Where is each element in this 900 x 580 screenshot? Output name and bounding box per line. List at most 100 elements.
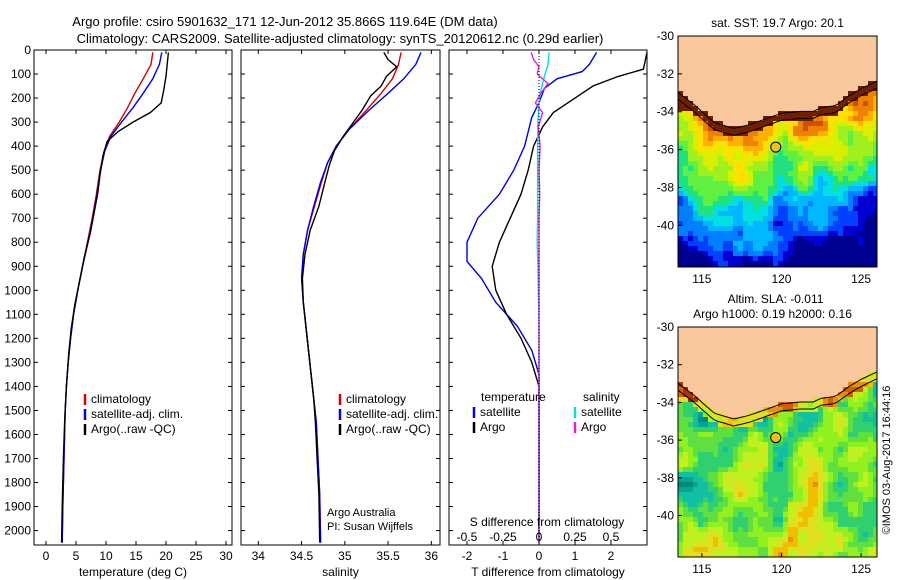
heatmap-cell bbox=[718, 522, 723, 527]
heatmap-cell bbox=[693, 377, 698, 382]
heatmap-cell bbox=[718, 131, 723, 136]
heatmap-cell bbox=[758, 41, 763, 46]
heatmap-cell bbox=[828, 342, 833, 347]
heatmap-cell bbox=[723, 497, 728, 502]
heatmap-cell bbox=[833, 81, 838, 86]
heatmap-cell bbox=[683, 512, 688, 517]
heatmap-cell bbox=[683, 367, 688, 372]
heatmap-cell bbox=[848, 387, 853, 392]
heatmap-cell bbox=[823, 61, 828, 66]
heatmap-cell bbox=[788, 532, 793, 537]
heatmap-cell bbox=[753, 251, 758, 256]
heatmap-cell bbox=[798, 387, 803, 392]
heatmap-cell bbox=[803, 342, 808, 347]
heatmap-cell bbox=[823, 342, 828, 347]
heatmap-cell bbox=[793, 166, 798, 171]
heatmap-cell bbox=[773, 427, 778, 432]
heatmap-cell bbox=[738, 362, 743, 367]
heatmap-cell bbox=[693, 457, 698, 462]
heatmap-cell bbox=[763, 542, 768, 547]
x-axis-label: temperature (deg C) bbox=[79, 565, 187, 579]
heatmap-cell bbox=[738, 397, 743, 402]
heatmap-cell bbox=[723, 116, 728, 121]
heatmap-cell bbox=[713, 507, 718, 512]
y-tick-label: -36 bbox=[657, 143, 675, 157]
heatmap-cell bbox=[843, 532, 848, 537]
heatmap-cell bbox=[858, 66, 863, 71]
heatmap-cell bbox=[678, 191, 683, 196]
heatmap-cell bbox=[798, 392, 803, 397]
heatmap-cell bbox=[733, 347, 738, 352]
heatmap-cell bbox=[763, 206, 768, 211]
heatmap-cell bbox=[678, 337, 683, 342]
heatmap-cell bbox=[868, 487, 873, 492]
heatmap-cell bbox=[758, 387, 763, 392]
heatmap-cell bbox=[713, 472, 718, 477]
heatmap-cell bbox=[763, 261, 768, 266]
heatmap-cell bbox=[813, 532, 818, 537]
heatmap-cell bbox=[793, 482, 798, 487]
heatmap-cell bbox=[873, 382, 877, 387]
heatmap-cell bbox=[723, 537, 728, 542]
heatmap-cell bbox=[703, 226, 708, 231]
heatmap-cell bbox=[818, 497, 823, 502]
heatmap-cell bbox=[778, 56, 783, 61]
heatmap-cell bbox=[838, 206, 843, 211]
heatmap-cell bbox=[793, 226, 798, 231]
heatmap-cell bbox=[718, 432, 723, 437]
legend-label: satellite bbox=[480, 405, 521, 419]
heatmap-cell bbox=[768, 332, 773, 337]
heatmap-cell bbox=[853, 66, 858, 71]
heatmap-cell bbox=[698, 186, 703, 191]
heatmap-cell bbox=[778, 171, 783, 176]
heatmap-cell bbox=[773, 81, 778, 86]
heatmap-cell bbox=[738, 246, 743, 251]
heatmap-cell bbox=[873, 477, 877, 482]
heatmap-cell bbox=[868, 156, 873, 161]
heatmap-cell bbox=[783, 61, 788, 66]
heatmap-cell bbox=[798, 482, 803, 487]
heatmap-cell bbox=[758, 447, 763, 452]
heatmap-cell bbox=[728, 452, 733, 457]
heatmap-cell bbox=[873, 211, 877, 216]
heatmap-cell bbox=[813, 126, 818, 131]
heatmap-cell bbox=[773, 417, 778, 422]
heatmap-cell bbox=[838, 332, 843, 337]
x-tick-label: 0 bbox=[43, 549, 50, 563]
x-tick-label: 35 bbox=[338, 549, 352, 563]
heatmap-cell bbox=[868, 96, 873, 101]
heatmap-cell bbox=[758, 417, 763, 422]
heatmap-cell bbox=[848, 136, 853, 141]
heatmap-cell bbox=[783, 467, 788, 472]
heatmap-cell bbox=[758, 547, 763, 552]
heatmap-cell bbox=[863, 246, 868, 251]
heatmap-cell bbox=[783, 502, 788, 507]
heatmap-cell bbox=[773, 357, 778, 362]
heatmap-cell bbox=[683, 332, 688, 337]
heatmap-cell bbox=[858, 447, 863, 452]
heatmap-cell bbox=[818, 342, 823, 347]
heatmap-cell bbox=[848, 407, 853, 412]
heatmap-cell bbox=[803, 156, 808, 161]
heatmap-cell bbox=[783, 487, 788, 492]
heatmap-cell bbox=[783, 156, 788, 161]
heatmap-cell bbox=[758, 131, 763, 136]
heatmap-cell bbox=[788, 367, 793, 372]
heatmap-cell bbox=[863, 116, 868, 121]
heatmap-cell bbox=[713, 427, 718, 432]
heatmap-cell bbox=[743, 372, 748, 377]
heatmap-cell bbox=[743, 467, 748, 472]
heatmap-cell bbox=[773, 522, 778, 527]
heatmap-cell bbox=[698, 542, 703, 547]
heatmap-cell bbox=[683, 176, 688, 181]
heatmap-cell bbox=[853, 231, 858, 236]
heatmap-cell bbox=[733, 337, 738, 342]
heatmap-cell bbox=[838, 156, 843, 161]
heatmap-cell bbox=[848, 36, 853, 41]
heatmap-cell bbox=[858, 357, 863, 362]
heatmap-cell bbox=[728, 552, 733, 557]
heatmap-cell bbox=[833, 61, 838, 66]
heatmap-cell bbox=[788, 447, 793, 452]
heatmap-cell bbox=[818, 432, 823, 437]
heatmap-cell bbox=[793, 502, 798, 507]
